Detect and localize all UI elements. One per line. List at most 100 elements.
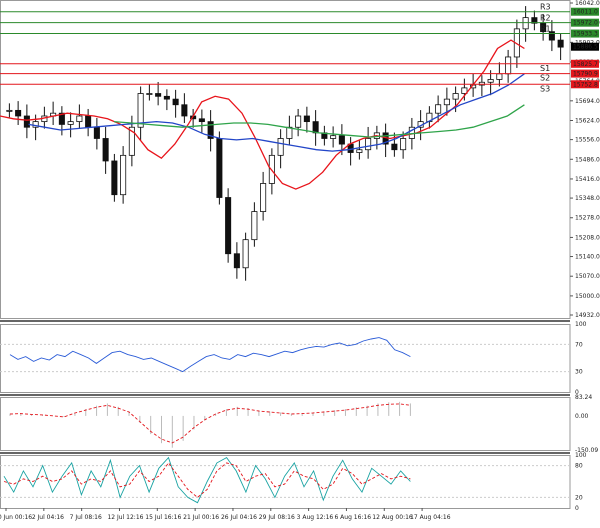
level-name-s1: S1	[540, 64, 550, 73]
candle	[268, 148, 275, 195]
candle	[163, 89, 170, 111]
candle	[155, 81, 162, 106]
candle-body	[303, 115, 310, 123]
candle-body	[260, 183, 267, 212]
x-tick-label: 12 Jul 12:16	[107, 514, 143, 521]
candle	[365, 126, 372, 159]
level-price-r2: 15972.0	[573, 20, 598, 27]
candle-body	[32, 121, 39, 128]
moving-average-line	[28, 73, 525, 152]
x-tick-label: 17 Aug 04:16	[410, 514, 451, 521]
candle	[505, 49, 512, 83]
panel-frame	[0, 455, 571, 509]
candle-body	[513, 28, 520, 58]
candle	[207, 110, 214, 152]
candle	[330, 126, 337, 148]
candle	[435, 95, 442, 123]
y-tick-label: 14932.0	[575, 312, 600, 319]
candle	[391, 132, 398, 157]
level-price-tag	[571, 59, 599, 68]
x-tick-label: 7 Jul 08:16	[70, 514, 102, 521]
candle-body	[155, 93, 162, 97]
candle-body	[102, 138, 109, 162]
candle	[85, 108, 92, 137]
y-tick-label: 15278.0	[575, 215, 600, 222]
y-tick-label: 15624.0	[575, 117, 600, 124]
level-name-s3: S3	[540, 84, 550, 93]
candle-body	[365, 138, 372, 151]
level-name-s2: S2	[540, 74, 550, 83]
stoch-tick-label: 0	[575, 505, 579, 512]
x-tick-label: 15 Jul 16:16	[145, 514, 181, 521]
candle-body	[496, 73, 503, 80]
y-tick-label: 15694.0	[575, 98, 600, 105]
candle	[6, 103, 13, 118]
candle-body	[557, 39, 564, 48]
candle	[312, 110, 319, 146]
current-price-tag	[571, 42, 599, 51]
stochastic-line	[3, 462, 411, 498]
level-price-r3: 16011.0	[573, 9, 598, 16]
y-tick-label: 16042.0	[575, 0, 600, 7]
candle-body	[531, 17, 538, 24]
level-name-r3: R3	[540, 3, 551, 12]
candle-body	[505, 56, 512, 75]
panel-frame	[0, 397, 571, 451]
candle	[111, 153, 118, 202]
rsi-tick-label: 30	[575, 369, 583, 376]
candle	[225, 188, 232, 263]
price-panel: 16042.015972.015902.015832.015764.015694…	[0, 0, 600, 319]
candle	[181, 93, 188, 124]
candle	[295, 108, 302, 137]
level-price-tag	[571, 80, 599, 89]
y-tick-label: 15416.0	[575, 176, 600, 183]
rsi-line	[9, 337, 411, 373]
level-price-r1: 15933.3	[573, 31, 598, 38]
candle	[277, 129, 284, 169]
x-tick-label: 3 Aug 12:16	[297, 514, 334, 521]
candle-body	[216, 138, 223, 198]
stoch-tick-label: 20	[575, 494, 583, 501]
candle	[23, 104, 30, 139]
level-price-tag	[571, 18, 599, 27]
moving-average-line	[0, 39, 525, 190]
candle-body	[461, 87, 468, 94]
candle-body	[172, 98, 179, 106]
candle	[461, 78, 468, 101]
candle-body	[338, 135, 345, 145]
candle-body	[207, 121, 214, 139]
candle-body	[15, 109, 22, 117]
level-price-tag	[571, 7, 599, 16]
candle-body	[111, 160, 118, 196]
candle	[58, 106, 65, 136]
candle	[531, 10, 538, 31]
candle	[557, 33, 564, 61]
x-tick-label: 26 Jul 04:16	[221, 514, 257, 521]
candle-body	[295, 115, 302, 128]
candle-body	[478, 81, 485, 86]
candle	[286, 115, 293, 146]
stochastic-line	[3, 456, 411, 504]
x-tick-label: 29 Jul 08:16	[259, 514, 295, 521]
rsi-tick-label: 100	[575, 321, 587, 328]
candle	[50, 101, 57, 125]
candle	[260, 171, 267, 221]
macd-tick-label: 0.00	[575, 413, 589, 420]
stochastic-panel: 100 80 20 0	[0, 452, 587, 512]
candle-body	[548, 31, 555, 41]
candle-body	[391, 143, 398, 151]
x-tick-label: 30 Jun 00:16	[0, 514, 32, 521]
y-tick-label: 15208.0	[575, 234, 600, 241]
x-tick-label: 2 Jul 04:16	[32, 514, 64, 521]
y-tick-label: 15556.0	[575, 137, 600, 144]
x-tick-label: 12 Aug 00:16	[372, 514, 413, 521]
x-axis: 30 Jun 00:162 Jul 04:16 7 Jul 08:16 12 Jul…	[0, 508, 451, 521]
candle	[93, 117, 100, 150]
candle	[32, 114, 39, 141]
candle-body	[540, 22, 547, 33]
macd-tick-label: 83.24	[575, 394, 592, 401]
candle	[15, 101, 22, 125]
candle-body	[6, 109, 13, 112]
